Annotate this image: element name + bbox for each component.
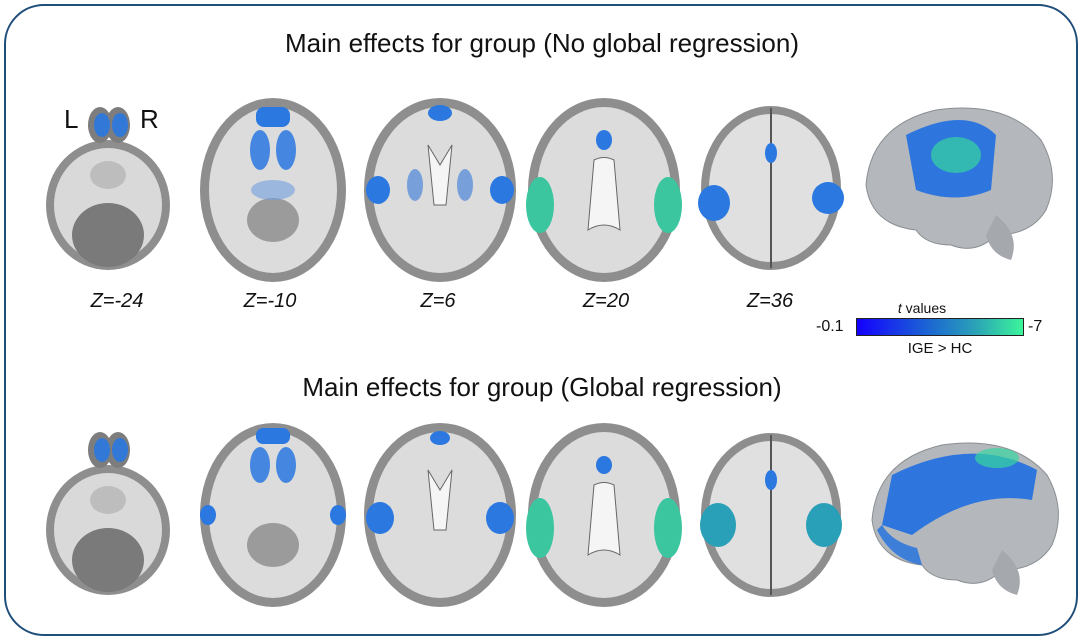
- colorbar-max-label: -7: [1028, 318, 1043, 335]
- axial-slice-z36-top: [698, 106, 844, 270]
- left-hemisphere-label: L: [64, 104, 79, 134]
- axial-slice-z6-top: [364, 98, 516, 282]
- brain-surface-render-bottom: [871, 442, 1059, 595]
- slice-label-z20: Z=20: [582, 290, 630, 312]
- slice-label-z36: Z=36: [746, 290, 794, 312]
- axial-slice-z-24-bottom: [46, 432, 170, 595]
- axial-slice-z-24-top: [46, 107, 170, 270]
- colorbar-contrast-label: IGE > HC: [907, 340, 973, 357]
- axial-slice-z20-top: [526, 98, 682, 282]
- colorbar-min-label: -0.1: [816, 318, 844, 335]
- slice-label-z6: Z=6: [420, 290, 456, 312]
- axial-slice-z-10-bottom: [200, 423, 346, 607]
- top-panel-title: Main effects for group (No global regres…: [285, 28, 799, 58]
- brain-surface-render-top: [865, 107, 1053, 260]
- axial-slice-z20-bottom: [526, 423, 682, 607]
- axial-slice-z6-bottom: [364, 423, 516, 607]
- colorbar-gradient: [856, 318, 1024, 336]
- bottom-panel-title: Main effects for group (Global regressio…: [302, 372, 782, 402]
- colorbar-title: t values: [897, 300, 947, 316]
- axial-slice-z-10-top: [200, 98, 346, 282]
- axial-slice-z36-bottom: [700, 433, 842, 597]
- slice-label-z-10: Z=-10: [243, 290, 297, 312]
- right-hemisphere-label: R: [140, 104, 159, 134]
- slice-label-z-24: Z=-24: [90, 290, 144, 312]
